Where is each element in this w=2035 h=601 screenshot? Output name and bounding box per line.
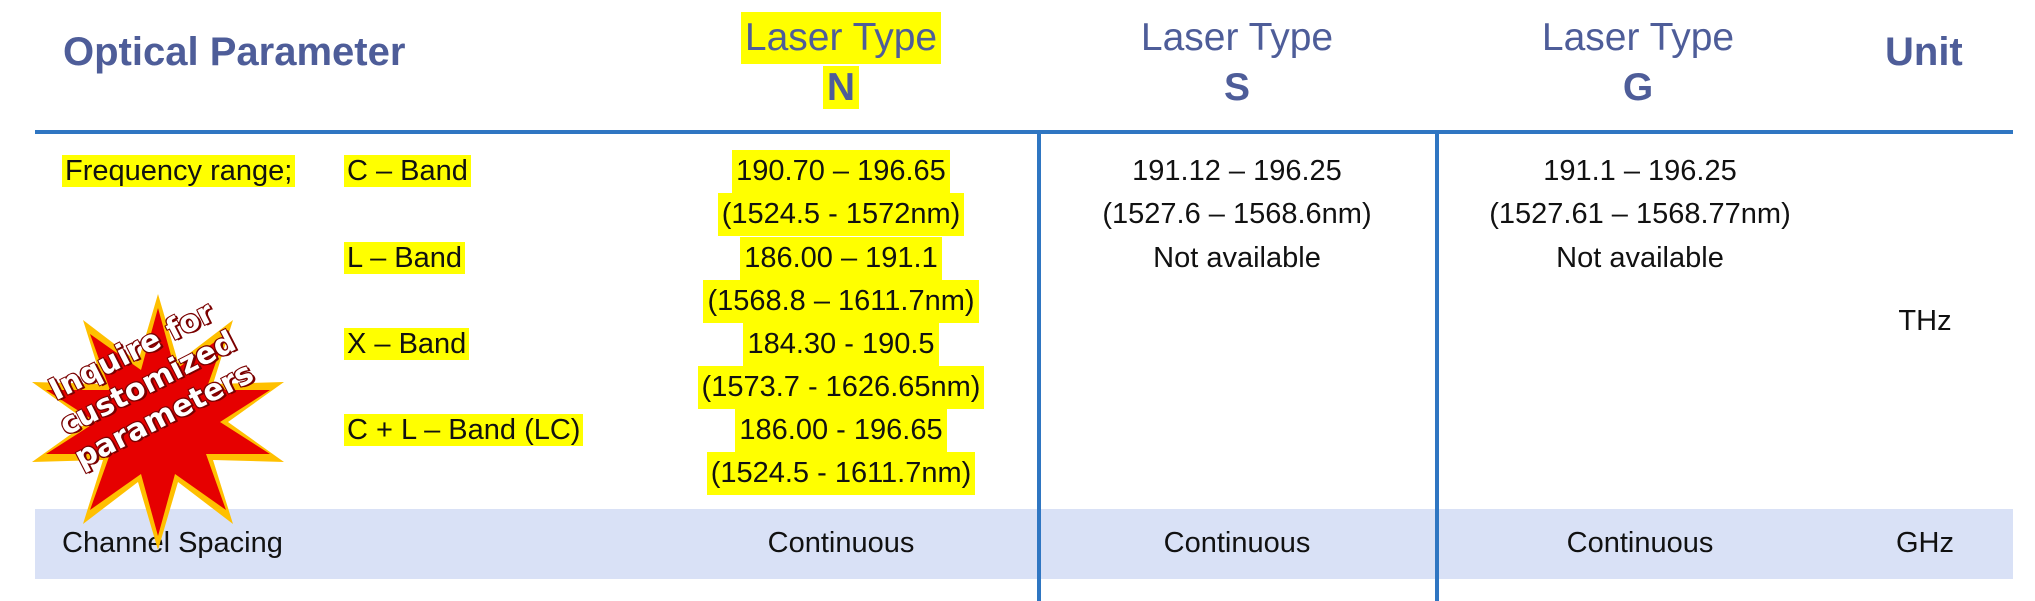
laser-type-g-header: Laser Type G	[1488, 12, 1788, 112]
channel-spacing-unit: GHz	[1896, 527, 1954, 559]
band-label-c: C – Band	[344, 150, 471, 193]
laser-type-n-header: Laser Type N	[691, 12, 991, 112]
frequency-range-label: Frequency range;	[62, 150, 296, 193]
n-l-band-value: 186.00 – 191.1 (1568.8 – 1611.7nm)	[641, 237, 1041, 323]
header-rule	[35, 130, 2013, 134]
laser-type-s-line1: Laser Type	[1140, 16, 1334, 59]
unit-header: Unit	[1885, 30, 1963, 74]
channel-spacing-n: Continuous	[767, 527, 915, 559]
frequency-unit: THz	[1898, 305, 1952, 337]
column-divider-n-s	[1037, 132, 1041, 601]
g-c-band-value: 191.1 – 196.25 (1527.61 – 1568.77nm)	[1489, 155, 1791, 230]
column-divider-s-g	[1435, 132, 1439, 601]
laser-type-s-line2: S	[1223, 66, 1250, 109]
n-x-band-value: 184.30 - 190.5 (1573.7 - 1626.65nm)	[641, 323, 1041, 409]
n-cl-band-value: 186.00 - 196.65 (1524.5 - 1611.7nm)	[641, 409, 1041, 495]
laser-type-g-line1: Laser Type	[1541, 16, 1735, 59]
band-label-x: X – Band	[344, 323, 470, 366]
band-label-cl: C + L – Band (LC)	[344, 409, 584, 452]
channel-spacing-row-background	[35, 509, 2013, 579]
g-l-band-value: Not available	[1556, 242, 1724, 274]
n-c-band-value: 190.70 – 196.65 (1524.5 - 1572nm)	[641, 150, 1041, 236]
channel-spacing-s: Continuous	[1163, 527, 1311, 559]
band-label-l: L – Band	[344, 237, 466, 280]
laser-type-n-line1: Laser Type	[740, 12, 942, 64]
laser-type-g-line2: G	[1622, 66, 1654, 109]
laser-type-s-header: Laser Type S	[1087, 12, 1387, 112]
inquire-starburst-icon	[32, 294, 284, 550]
channel-spacing-g: Continuous	[1566, 527, 1714, 559]
channel-spacing-label: Channel Spacing	[62, 527, 283, 559]
s-l-band-value: Not available	[1153, 242, 1321, 274]
optical-parameter-header: Optical Parameter	[63, 30, 406, 74]
s-c-band-value: 191.12 – 196.25 (1527.6 – 1568.6nm)	[1102, 155, 1372, 230]
laser-type-n-line2: N	[822, 66, 860, 109]
